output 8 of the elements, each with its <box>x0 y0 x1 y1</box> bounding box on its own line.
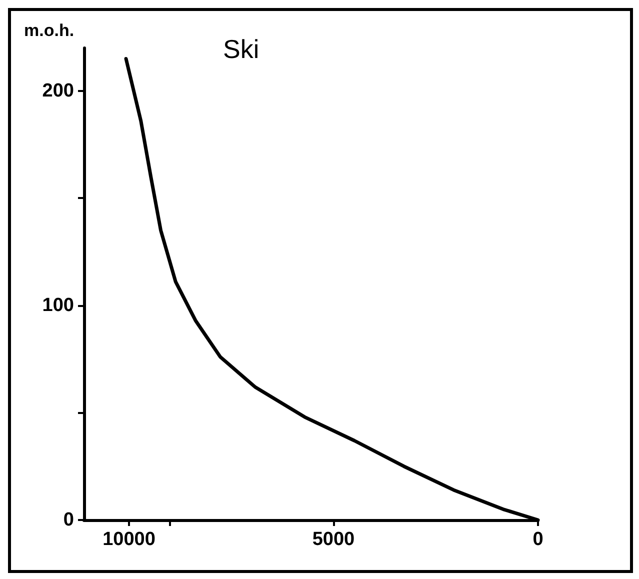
x-tick-label: 10000 <box>102 529 156 550</box>
y-tick-label: 0 <box>63 510 74 530</box>
chart-title: Ski <box>223 34 260 64</box>
y-tick-label: 200 <box>42 80 74 102</box>
x-tick-label: 0 <box>532 529 544 550</box>
y-tick-label: 100 <box>42 294 74 316</box>
y-axis-title: m.o.h. <box>24 21 74 40</box>
x-tick-label: 5000 <box>312 529 355 550</box>
